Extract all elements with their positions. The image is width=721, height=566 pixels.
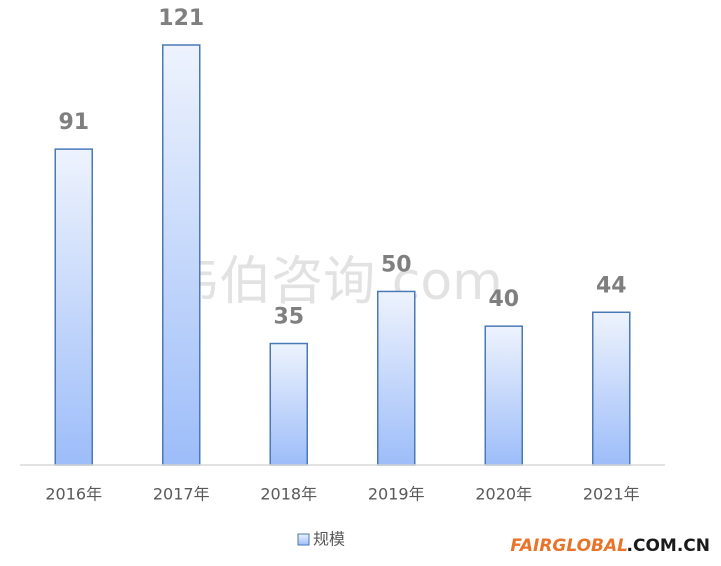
legend-swatch bbox=[297, 533, 310, 546]
data-label: 121 bbox=[158, 6, 204, 31]
x-tick-label: 2020年 bbox=[475, 485, 532, 504]
legend-label: 规模 bbox=[313, 530, 345, 549]
data-label: 44 bbox=[596, 273, 627, 298]
logo-suffix: .COM.CN bbox=[627, 536, 710, 556]
x-tick-label: 2016年 bbox=[45, 485, 102, 504]
x-tick-label: 2019年 bbox=[368, 485, 425, 504]
bar bbox=[269, 342, 308, 466]
data-label: 40 bbox=[488, 287, 519, 312]
bar bbox=[484, 325, 523, 466]
data-label: 50 bbox=[381, 252, 412, 277]
bar bbox=[54, 148, 93, 466]
x-tick-label: 2018年 bbox=[260, 485, 317, 504]
x-tick-label: 2021年 bbox=[583, 485, 640, 504]
bar bbox=[377, 290, 416, 466]
data-label: 35 bbox=[273, 305, 304, 330]
bar bbox=[162, 44, 201, 466]
logo-brand: FAIRGLOBAL bbox=[510, 536, 628, 556]
watermark: 韦伯咨询.com bbox=[167, 252, 503, 312]
x-tick-label: 2017年 bbox=[153, 485, 210, 504]
bar bbox=[592, 311, 631, 466]
data-label: 91 bbox=[58, 110, 89, 135]
